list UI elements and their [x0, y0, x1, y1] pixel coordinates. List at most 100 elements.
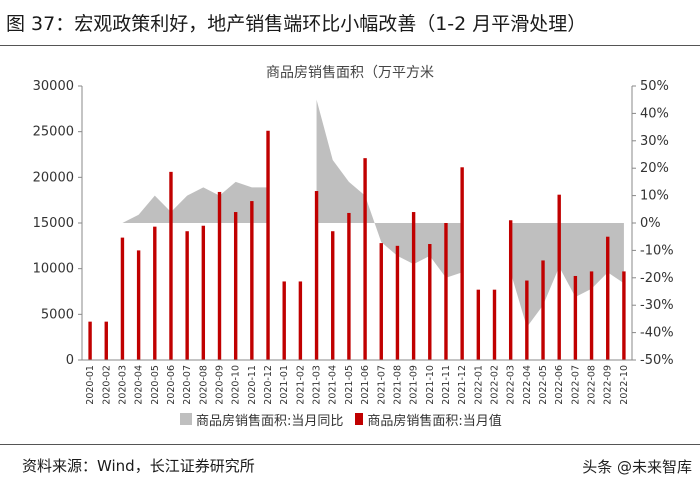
- monthly-bar: [411, 212, 416, 360]
- legend-item-yoy: 商品房销售面积:当月同比: [180, 410, 343, 429]
- monthly-bar: [363, 158, 367, 360]
- monthly-bar: [508, 220, 513, 360]
- monthly-bar: [298, 281, 303, 360]
- monthly-bar: [266, 130, 270, 360]
- monthly-bar: [460, 167, 464, 360]
- right-tick-label: -40%: [640, 326, 674, 341]
- x-tick-label: 2020-01: [85, 365, 96, 405]
- monthly-bar: [88, 321, 92, 360]
- x-tick-label: 2022-03: [506, 365, 517, 405]
- x-tick-label: 2021-06: [360, 365, 371, 405]
- monthly-bar: [331, 231, 335, 360]
- right-tick-label: -30%: [640, 298, 674, 313]
- monthly-bar: [120, 237, 125, 360]
- left-tick-label: 10000: [33, 262, 74, 277]
- x-tick-label: 2020-04: [134, 365, 145, 405]
- monthly-bar: [250, 201, 254, 360]
- monthly-bar: [573, 275, 578, 360]
- x-tick-label: 2022-04: [522, 365, 533, 405]
- x-tick-label: 2022-02: [490, 365, 501, 405]
- legend-label-monthly: 商品房销售面积:当月值: [367, 413, 502, 429]
- monthly-bar: [347, 212, 351, 360]
- x-tick-label: 2021-08: [392, 365, 403, 405]
- title-divider: [0, 45, 700, 46]
- monthly-bar: [525, 280, 529, 360]
- monthly-bar: [606, 236, 610, 360]
- x-tick-label: 2021-02: [295, 365, 306, 405]
- x-tick-label: 2021-11: [441, 365, 452, 405]
- chart-title: 商品房销售面积（万平方米: [266, 65, 434, 81]
- x-tick-label: 2020-12: [263, 365, 274, 405]
- chart-legend: 商品房销售面积:当月同比 商品房销售面积:当月值: [180, 409, 514, 429]
- monthly-bar: [428, 244, 432, 360]
- x-tick-label: 2022-01: [473, 365, 484, 405]
- left-tick-label: 5000: [41, 307, 74, 322]
- monthly-bar: [282, 281, 286, 360]
- left-tick-label: 15000: [33, 216, 74, 231]
- monthly-bar: [492, 289, 497, 360]
- x-tick-label: 2021-10: [425, 365, 436, 405]
- x-tick-label: 2020-07: [182, 365, 193, 405]
- right-tick-label: 20%: [640, 161, 669, 176]
- left-tick-label: 30000: [33, 79, 74, 94]
- right-tick-label: 0%: [640, 216, 661, 231]
- right-tick-label: 10%: [640, 189, 669, 204]
- monthly-bar: [217, 191, 222, 360]
- x-tick-label: 2021-09: [409, 365, 420, 405]
- monthly-bar: [136, 250, 141, 360]
- right-tick-label: 40%: [640, 106, 669, 121]
- x-tick-label: 2021-07: [376, 365, 387, 405]
- legend-swatch-bar: [355, 413, 364, 425]
- x-tick-label: 2020-05: [150, 365, 161, 405]
- monthly-bar: [314, 191, 319, 360]
- x-tick-label: 2021-04: [328, 365, 339, 405]
- legend-swatch-area: [180, 413, 192, 425]
- x-tick-label: 2022-06: [554, 365, 565, 405]
- monthly-bar: [476, 289, 481, 360]
- x-tick-label: 2020-11: [247, 365, 258, 405]
- right-tick-label: -20%: [640, 271, 674, 286]
- footer-divider: [0, 444, 700, 445]
- monthly-bar: [395, 245, 400, 360]
- left-tick-label: 20000: [33, 170, 74, 185]
- yoy-area-segment: [316, 99, 463, 278]
- monthly-bar: [557, 194, 561, 360]
- monthly-bar: [201, 225, 206, 360]
- x-tick-label: 2022-05: [538, 365, 549, 405]
- monthly-bar: [444, 223, 448, 360]
- right-tick-label: 50%: [640, 79, 669, 94]
- x-tick-label: 2021-01: [279, 365, 290, 405]
- legend-item-monthly: 商品房销售面积:当月值: [355, 410, 502, 429]
- x-tick-label: 2020-06: [166, 365, 177, 405]
- monthly-bar: [233, 212, 238, 360]
- watermark: 头条 @未来智库: [582, 458, 692, 476]
- x-tick-label: 2022-07: [570, 365, 581, 405]
- left-tick-label: 0: [66, 353, 74, 368]
- x-tick-label: 2022-08: [587, 365, 598, 405]
- monthly-bar: [169, 171, 173, 360]
- monthly-bar: [379, 243, 383, 360]
- x-tick-label: 2021-05: [344, 365, 355, 405]
- x-tick-label: 2021-03: [312, 365, 323, 405]
- monthly-bar: [622, 271, 626, 360]
- left-tick-label: 25000: [33, 125, 74, 140]
- x-tick-label: 2020-10: [231, 365, 242, 405]
- x-tick-label: 2020-02: [101, 365, 112, 405]
- right-tick-label: -10%: [640, 243, 674, 258]
- monthly-bar: [589, 271, 594, 360]
- x-tick-label: 2022-09: [603, 365, 614, 405]
- x-tick-label: 2022-10: [619, 365, 630, 405]
- legend-label-yoy: 商品房销售面积:当月同比: [196, 413, 344, 429]
- monthly-bar: [541, 260, 545, 360]
- figure-title: 图 37：宏观政策利好，地产销售端环比小幅改善（1-2 月平滑处理）: [6, 13, 587, 35]
- monthly-bar: [185, 231, 189, 360]
- monthly-bar: [104, 321, 108, 360]
- yoy-area-segment: [122, 181, 269, 223]
- x-tick-label: 2021-12: [457, 365, 468, 405]
- right-tick-label: -50%: [640, 353, 674, 368]
- yoy-area-segment: [510, 223, 624, 328]
- x-tick-label: 2020-09: [215, 365, 226, 405]
- right-tick-label: 30%: [640, 134, 669, 149]
- x-tick-label: 2020-08: [198, 365, 209, 405]
